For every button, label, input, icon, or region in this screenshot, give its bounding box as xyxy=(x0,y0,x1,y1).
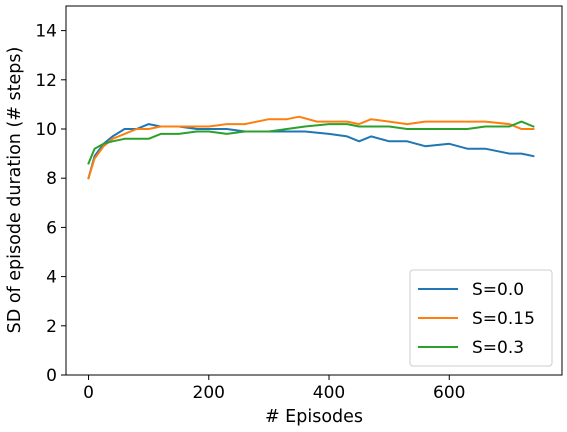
x-tick-label-2: 400 xyxy=(313,383,345,403)
legend-label-0: S=0.0 xyxy=(472,280,524,300)
y-tick-label-1: 2 xyxy=(46,317,57,337)
legend-label-2: S=0.3 xyxy=(472,338,524,358)
y-tick-label-3: 6 xyxy=(46,218,57,238)
y-axis-label: SD of episode duration (# steps) xyxy=(5,47,25,334)
legend: S=0.0 S=0.15 S=0.3 xyxy=(409,269,553,367)
x-axis: 0 200 400 600 xyxy=(83,375,465,403)
series-layer xyxy=(87,115,535,180)
x-axis-label: # Episodes xyxy=(265,407,363,427)
legend-label-1: S=0.15 xyxy=(472,309,535,329)
y-tick-label-7: 14 xyxy=(35,22,57,42)
y-tick-label-4: 8 xyxy=(46,169,57,189)
y-tick-label-2: 4 xyxy=(46,268,57,288)
legend-frame xyxy=(409,269,553,367)
series-line-2 xyxy=(87,120,535,165)
x-tick-label-1: 200 xyxy=(193,383,225,403)
y-tick-label-5: 10 xyxy=(35,120,57,140)
y-axis: 0 2 4 6 8 10 12 14 xyxy=(35,22,66,386)
series-line-1 xyxy=(87,115,535,180)
plot-frame xyxy=(65,5,563,376)
y-tick-label-0: 0 xyxy=(46,366,57,386)
series-line-0 xyxy=(87,123,535,180)
x-tick-label-0: 0 xyxy=(83,383,94,403)
x-tick-label-3: 600 xyxy=(433,383,465,403)
y-tick-label-6: 12 xyxy=(35,71,57,91)
